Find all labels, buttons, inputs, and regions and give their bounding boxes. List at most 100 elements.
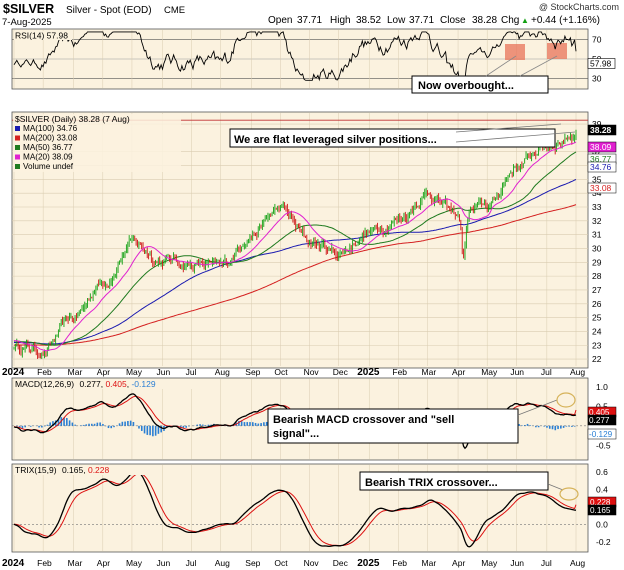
x-axis-label: Feb [392,558,407,568]
macd-histogram-bar [243,422,246,426]
price-tag [587,161,617,173]
x-axis-label: May [126,558,143,568]
x-axis-label: Feb [37,558,52,568]
trix-tag-label: 0.165 [590,506,611,515]
macd-legend-bg [14,379,214,389]
macd-histogram-bar [96,422,99,426]
x-axis-label: Jun [510,558,524,568]
price-tag-label: 38.28 [590,125,612,135]
x-axis-label: Mar [422,367,437,377]
x-axis-label: Apr [97,367,110,377]
macd-histogram-bar [210,424,212,426]
date: 7-Aug-2025 [2,17,52,28]
macd-annotation-box [267,408,519,444]
exchange: CME [164,5,185,16]
macd-annotation-pointer [517,399,558,416]
price-y-tick-label: 39 [592,119,602,129]
x-axis-label: Jun [156,558,170,568]
macd-histogram-bar [571,425,573,427]
ma20-line [13,141,577,352]
rsi-annotation-pointer-1 [485,55,517,77]
price-y-tick-label: 29 [592,257,602,267]
trix-y-tick-label: 0.4 [596,485,608,495]
close-value: 38.28 [472,15,497,26]
macd-histogram-bar [41,425,43,428]
macd-histogram-bar [204,425,207,426]
legend-swatch [15,154,20,160]
symbol: $SILVER [3,2,54,16]
rsi-value-tag [587,58,616,69]
x-axis-label: May [481,558,498,568]
rsi-line [13,31,577,82]
x-axis-label: Feb [37,367,52,377]
macd-histogram-bar [535,425,537,428]
macd-histogram-bar [238,421,240,426]
x-axis-label: Nov [304,558,320,568]
macd-histogram-bar [143,425,146,434]
macd-y-tick-label: 1.0 [596,382,608,392]
price-tag-label: 33.08 [590,183,612,193]
price-annotation-pointer-1 [455,123,562,133]
x-axis-label: Sep [245,558,260,568]
macd-histogram-bar [85,424,88,426]
x-axis-label: 2024 [2,558,25,569]
macd-histogram-bar [557,425,559,430]
price-y-tick-label: 31 [592,230,602,240]
rsi-legend: RSI(14) 57.98 [15,31,68,41]
macd-histogram-bar [63,417,65,426]
x-axis-label: Mar [68,367,83,377]
description: Silver - Spot (EOD) [66,5,152,16]
trix-tag [587,504,617,516]
legend-entry: MA(20) 38.09 [23,153,73,162]
macd-histogram-bar [185,425,187,428]
legend-swatch [15,126,20,131]
chg-up-arrow-icon: ▲ [521,16,529,25]
trix-legend: TRIX(15,9) 0.165, 0.228 [15,465,110,475]
macd-histogram-bar [91,423,93,426]
macd-histogram-bar [263,422,265,426]
macd-histogram-bar [88,423,90,426]
price-y-tick-label: 22 [592,354,602,364]
legend-swatch [15,164,20,169]
macd-histogram-bar [260,423,262,426]
trix-legend-trix: 0.165 [62,465,84,475]
rsi-annotation-pointer-2 [519,55,558,77]
macd-histogram-bar [568,425,570,427]
ma50-line [14,151,577,346]
macd-histogram-bar [254,422,257,426]
legend-entry: MA(50) 36.77 [23,143,73,152]
open-label: Open [268,15,292,26]
x-axis-label: Mar [68,558,83,568]
trix-legend-signal: 0.228 [88,465,110,475]
x-axis-label: May [481,367,498,377]
x-axis-label: Jul [186,367,197,377]
macd-histogram-bar [573,425,576,427]
macd-histogram-bar [565,425,568,427]
macd-histogram-bar [543,425,545,427]
chg-value: +0.44 (+1.16%) [531,15,600,26]
x-axis-label: 2025 [357,558,380,569]
x-axis-label: Feb [392,367,407,377]
macd-histogram-bar [152,425,154,437]
macd-histogram-bar [196,424,199,426]
legend-entry: MA(100) 34.76 [23,124,78,133]
ma200-line [14,204,577,346]
macd-histogram-bar [71,422,74,426]
x-axis-label: Apr [452,367,465,377]
macd-histogram-bar [526,423,529,426]
macd-histogram-bar [66,418,68,426]
trix-legend-name: TRIX(15,9) [15,465,57,475]
macd-histogram-bar [548,425,551,429]
legend-entry: MA(200) 33.08 [23,134,78,143]
macd-histogram-bar [102,423,104,426]
x-axis-label: Mar [422,558,437,568]
x-axis-label: 2025 [357,367,380,378]
price-y-tick-label: 30 [592,243,602,253]
x-axis-label: Dec [333,558,349,568]
macd-histogram-bar [68,420,71,426]
macd-histogram-bar [110,425,113,429]
x-axis-label: Oct [274,558,288,568]
trix-tag-label: 0.228 [590,498,611,507]
macd-histogram-bar [24,425,27,428]
